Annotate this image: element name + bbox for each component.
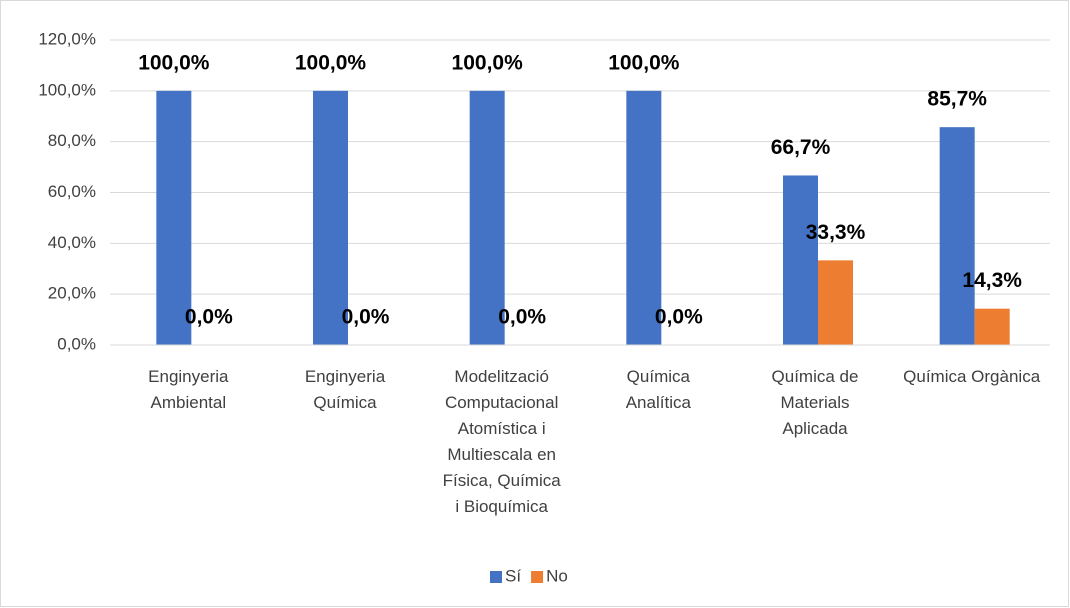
y-tick-label: 60,0% [48, 182, 96, 201]
x-tick-label: Química Analítica [626, 367, 692, 412]
bar [818, 260, 853, 345]
bar [156, 90, 192, 345]
bar [313, 90, 348, 345]
data-label: 100,0% [608, 51, 680, 74]
legend-label: No [546, 566, 568, 585]
data-label: 0,0% [342, 306, 390, 329]
data-label: 14,3% [962, 269, 1022, 292]
data-label: 100,0% [452, 51, 524, 74]
x-tick-label: Química de Materials Aplicada [772, 367, 859, 438]
data-label: 100,0% [138, 51, 210, 74]
legend-label: Sí [505, 566, 521, 585]
bar [783, 175, 818, 345]
data-label: 33,3% [806, 221, 866, 244]
data-label: 66,7% [771, 136, 831, 159]
data-label: 100,0% [295, 51, 367, 74]
bar [469, 90, 505, 345]
y-tick-label: 80,0% [48, 131, 96, 150]
y-tick-label: 0,0% [57, 334, 96, 353]
legend-swatch [490, 571, 502, 583]
y-tick-label: 20,0% [48, 284, 96, 303]
y-tick-label: 100,0% [38, 80, 96, 99]
data-label: 0,0% [655, 306, 703, 329]
data-label: 0,0% [185, 306, 233, 329]
x-tick-label: Química Orgànica [903, 367, 1041, 386]
legend-swatch [531, 571, 544, 583]
data-label: 85,7% [927, 88, 987, 111]
data-label: 0,0% [498, 306, 546, 329]
x-tick-label: Modelització Computacional Atomística i Mul… [443, 367, 562, 516]
x-tick-label: Enginyeria Química [305, 367, 386, 412]
y-tick-label: 40,0% [48, 233, 96, 252]
y-tick-label: 120,0% [38, 29, 96, 48]
x-tick-label: Enginyeria Ambiental [148, 367, 229, 412]
bar [939, 127, 975, 345]
bar [974, 308, 1010, 345]
bar [626, 90, 662, 345]
